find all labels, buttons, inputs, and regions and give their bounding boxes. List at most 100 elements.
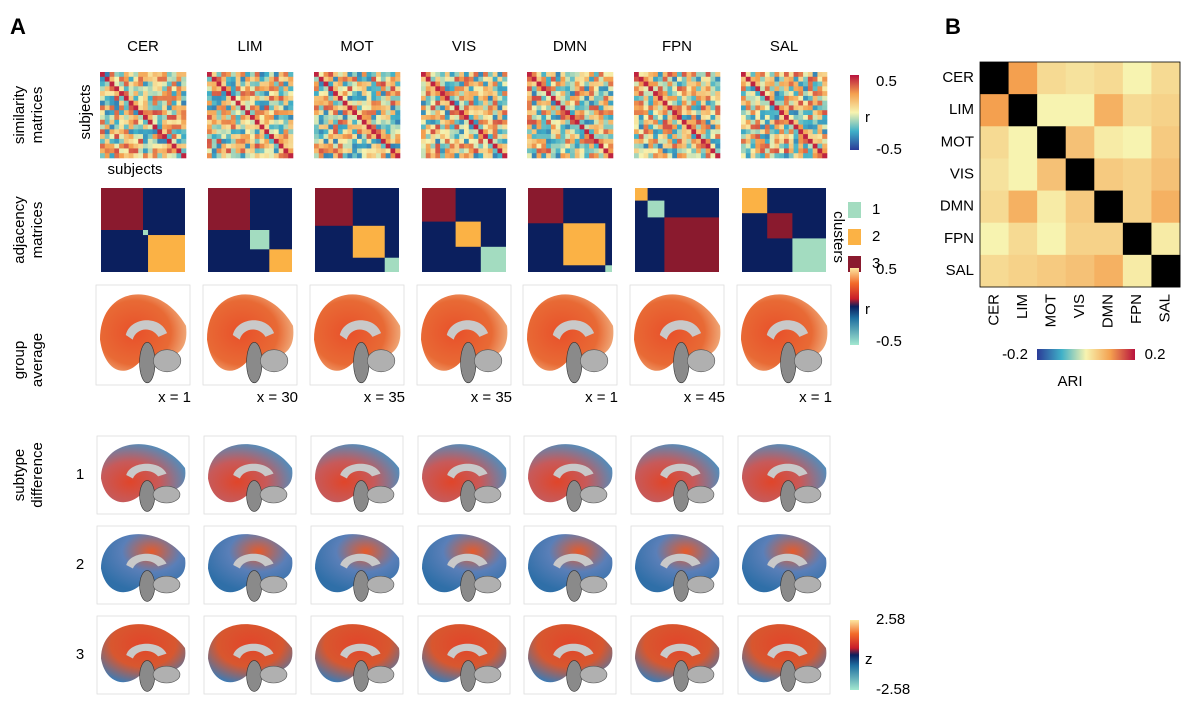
matrix-cell [644, 82, 649, 87]
matrix-cell [701, 125, 706, 130]
matrix-cell [143, 82, 148, 87]
matrix-cell [483, 144, 488, 149]
matrix-cell [167, 125, 172, 130]
matrix-cell [176, 134, 181, 139]
matrix-cell [502, 129, 507, 134]
matrix-cell [488, 129, 493, 134]
matrix-cell [255, 129, 260, 134]
matrix-cell [454, 148, 459, 153]
matrix-cell [347, 72, 352, 77]
matrix-cell [440, 134, 445, 139]
matrix-cell [770, 115, 775, 120]
matrix-cell [751, 120, 756, 125]
matrix-cell [250, 153, 255, 158]
matrix-cell [677, 129, 682, 134]
matrix-cell [445, 134, 450, 139]
matrix-cell [371, 101, 376, 106]
matrix-cell [774, 153, 779, 158]
matrix-cell [687, 77, 692, 82]
brainstem [567, 661, 582, 692]
matrix-cell [760, 139, 765, 144]
cluster-block [148, 235, 185, 272]
similarity-matrix [207, 72, 293, 158]
matrix-cell [445, 72, 450, 77]
matrix-cell [663, 148, 668, 153]
matrix-cell [333, 120, 338, 125]
matrix-cell [157, 144, 162, 149]
axis-label: subjects [77, 84, 94, 139]
matrix-cell [347, 110, 352, 115]
matrix-cell [667, 144, 672, 149]
matrix-cell [760, 96, 765, 101]
matrix-cell [231, 144, 236, 149]
matrix-cell [343, 91, 348, 96]
matrix-cell [328, 101, 333, 106]
matrix-cell [421, 148, 426, 153]
matrix-cell [250, 110, 255, 115]
heatmap-cell [980, 158, 1009, 191]
matrix-cell [240, 144, 245, 149]
matrix-cell [634, 96, 639, 101]
matrix-cell [153, 125, 158, 130]
matrix-cell [677, 115, 682, 120]
matrix-cell [648, 72, 653, 77]
matrix-cell [371, 139, 376, 144]
matrix-cell [110, 125, 115, 130]
brain-slice [418, 436, 510, 514]
matrix-cell [575, 139, 580, 144]
matrix-cell [357, 153, 362, 158]
matrix-cell [367, 134, 372, 139]
matrix-cell [459, 96, 464, 101]
matrix-cell [580, 115, 585, 120]
matrix-cell [556, 134, 561, 139]
matrix-cell [283, 134, 288, 139]
matrix-cell [784, 115, 789, 120]
matrix-cell [212, 91, 217, 96]
matrix-cell [376, 153, 381, 158]
matrix-cell [541, 82, 546, 87]
heatmap-cell [1151, 94, 1180, 127]
matrix-cell [663, 110, 668, 115]
matrix-cell [589, 91, 594, 96]
matrix-cell [110, 96, 115, 101]
matrix-cell [706, 105, 711, 110]
matrix-cell [245, 144, 250, 149]
matrix-cell [133, 82, 138, 87]
matrix-cell [319, 91, 324, 96]
matrix-cell [580, 120, 585, 125]
cluster-block [353, 226, 385, 258]
matrix-cell [264, 125, 269, 130]
matrix-cell [347, 134, 352, 139]
matrix-cell [357, 134, 362, 139]
matrix-cell [435, 134, 440, 139]
matrix-cell [803, 139, 808, 144]
matrix-cell [236, 77, 241, 82]
matrix-cell [760, 72, 765, 77]
matrix-cell [608, 105, 613, 110]
matrix-cell [488, 148, 493, 153]
matrix-cell [324, 91, 329, 96]
matrix-cell [546, 139, 551, 144]
matrix-cell [435, 72, 440, 77]
matrix-cell [226, 91, 231, 96]
matrix-cell [546, 96, 551, 101]
matrix-cell [390, 153, 395, 158]
cerebellum [367, 576, 394, 593]
matrix-cell [445, 139, 450, 144]
matrix-cell [483, 125, 488, 130]
matrix-cell [658, 77, 663, 82]
matrix-cell [255, 105, 260, 110]
matrix-cell [556, 120, 561, 125]
matrix-cell [682, 101, 687, 106]
matrix-cell [445, 110, 450, 115]
colorbar [850, 75, 859, 150]
matrix-cell [570, 91, 575, 96]
matrix-cell [148, 120, 153, 125]
matrix-cell [570, 96, 575, 101]
matrix-cell [352, 139, 357, 144]
matrix-cell [527, 72, 532, 77]
matrix-cell [696, 153, 701, 158]
matrix-cell [133, 77, 138, 82]
matrix-cell [469, 134, 474, 139]
matrix-cell [488, 153, 493, 158]
